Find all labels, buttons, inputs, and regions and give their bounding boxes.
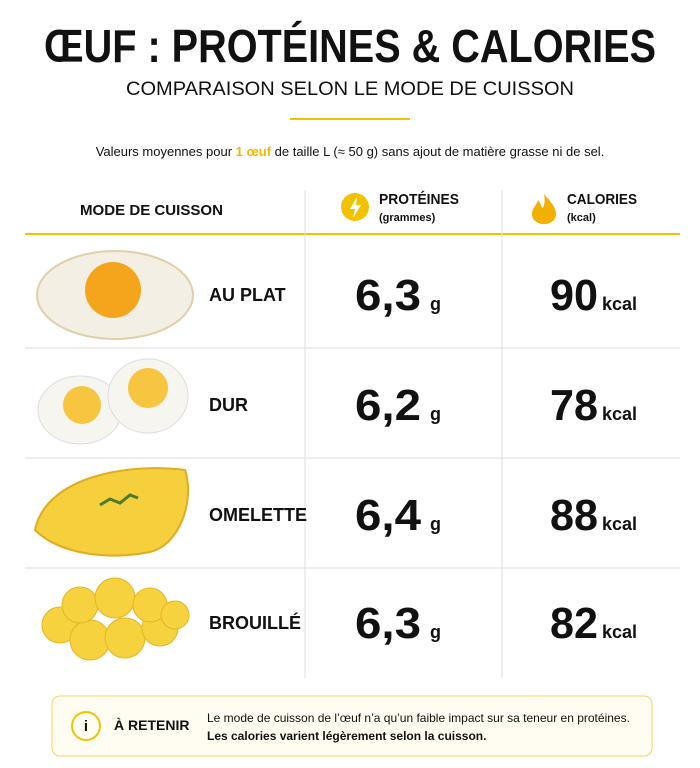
note-text: Valeurs moyennes pour xyxy=(96,144,236,159)
protein-value: 6,3 xyxy=(355,599,421,648)
mode-label: OMELETTE xyxy=(209,505,307,525)
subtitle: COMPARAISON SELON LE MODE DE CUISSON xyxy=(126,79,574,100)
yolk xyxy=(63,386,101,424)
protein-value: 6,4 xyxy=(355,491,422,540)
column-header: PROTÉINES xyxy=(379,191,459,208)
calorie-value: 88 xyxy=(550,491,598,540)
curd xyxy=(69,619,111,661)
yolk xyxy=(128,368,168,408)
protein-unit: g xyxy=(430,514,441,534)
callout-label: À RETENIR xyxy=(114,717,189,733)
calorie-unit: kcal xyxy=(602,622,637,642)
calorie-value: 82 xyxy=(550,599,598,648)
protein-value: 6,2 xyxy=(355,381,421,430)
protein-unit: g xyxy=(430,622,441,642)
curd xyxy=(160,600,190,630)
herbs xyxy=(99,493,139,507)
curd xyxy=(61,586,99,624)
curd xyxy=(94,577,136,619)
column-subheader: (kcal) xyxy=(567,212,596,224)
info-icon xyxy=(71,711,101,741)
protein-unit: g xyxy=(430,404,441,424)
title: ŒUF : PROTÉINES & CALORIES xyxy=(44,20,656,72)
note-highlight: 1 œuf xyxy=(236,144,272,159)
yolk xyxy=(85,262,141,318)
mode-label: AU PLAT xyxy=(209,285,286,305)
omelette xyxy=(33,467,190,557)
calorie-value: 78 xyxy=(550,381,598,430)
mode-label: DUR xyxy=(209,395,248,415)
calorie-unit: kcal xyxy=(602,294,637,314)
protein-unit: g xyxy=(430,294,441,314)
column-subheader: (grammes) xyxy=(379,212,436,224)
note: Valeurs moyennes pour 1 œuf de taille L … xyxy=(96,144,605,159)
protein-value: 6,3 xyxy=(355,271,421,320)
flame-icon xyxy=(532,194,556,224)
mode-label: BROUILLÉ xyxy=(209,612,301,633)
calorie-unit: kcal xyxy=(602,514,637,534)
calorie-value: 90 xyxy=(550,271,598,320)
column-header: CALORIES xyxy=(567,191,637,208)
calorie-unit: kcal xyxy=(602,404,637,424)
note-text: de taille L (≈ 50 g) sans ajout de matiè… xyxy=(271,144,604,159)
column-header: MODE DE CUISSON xyxy=(80,202,223,219)
scrambled-eggs xyxy=(41,577,190,661)
callout-text: Les calories varient légèrement selon la… xyxy=(207,729,486,743)
callout-text: Le mode de cuisson de l’œuf n’a qu’un fa… xyxy=(207,711,630,725)
curd xyxy=(104,617,146,659)
bolt xyxy=(350,197,361,218)
callout xyxy=(51,695,653,757)
info-i: i xyxy=(84,718,88,735)
